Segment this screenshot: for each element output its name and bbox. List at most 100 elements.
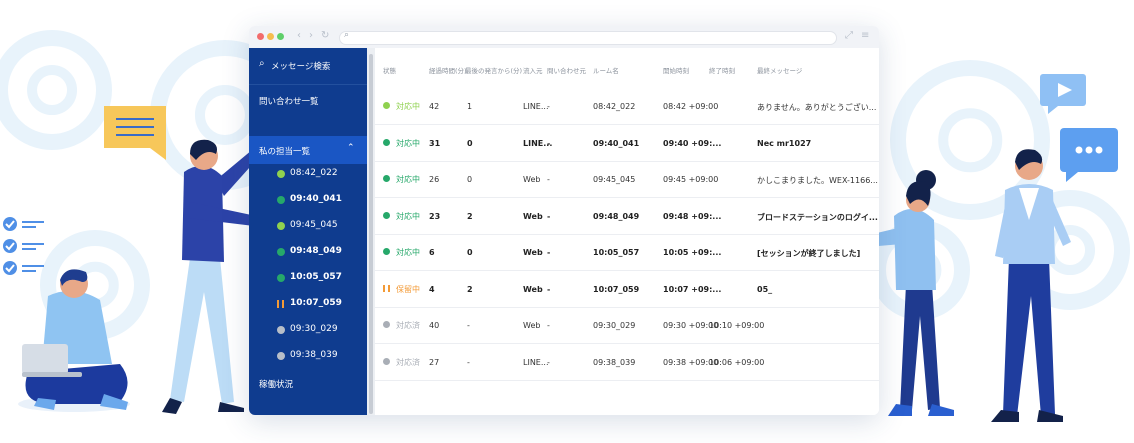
cell-since: - — [467, 321, 470, 330]
cell-start: 10:05 +09:... — [663, 248, 722, 257]
chat-bubble-icon — [1060, 128, 1118, 182]
sidebar-scrollbar[interactable] — [367, 48, 375, 415]
close-window-dot[interactable] — [257, 33, 264, 40]
status-dot-icon — [383, 211, 390, 219]
cell-message: ありません。ありがとうござい... — [757, 103, 877, 112]
person-standing-illustration — [162, 139, 266, 414]
cell-start: 09:38 +09:00 — [663, 357, 719, 367]
sidebar-item-room[interactable]: 09:38_039 — [249, 343, 367, 369]
column-header[interactable]: 最終メッセージ — [757, 67, 803, 75]
table-row[interactable]: 対応済 27- LINE... -09:38_039 09:38 +09:00 10:06… — [375, 344, 879, 381]
column-header[interactable]: 最後の発言から(分) — [465, 67, 523, 75]
check-circle-icon — [383, 321, 390, 328]
fullscreen-icon[interactable]: ⤢ — [845, 30, 853, 41]
sidebar-item-message-search[interactable]: ⌕ メッセージ検索 — [249, 58, 367, 78]
cell-start: 09:40 +09:... — [663, 138, 722, 148]
table-row[interactable]: 対応中 31 0 LINE... - 09:40_041 09:40 +09:... Nec … — [375, 125, 879, 162]
sidebar-item-label: メッセージ検索 — [271, 62, 331, 72]
cell-start: 09:48 +09:... — [663, 211, 722, 221]
cell-end: 10:06 +09:00 — [709, 357, 765, 367]
cell-source: LINE... — [523, 102, 549, 111]
cell-source: Web — [523, 175, 541, 184]
cell-message: Nec mr1027 — [757, 138, 812, 148]
cell-start: 09:30 +09:00 — [663, 321, 719, 330]
cell-since: - — [467, 357, 470, 367]
column-header[interactable]: 問い合わせ元 — [547, 67, 586, 75]
checklist-icon — [3, 217, 44, 275]
cell-elapsed: 42 — [429, 102, 440, 111]
sidebar-item-room[interactable]: 09:45_045 — [249, 213, 367, 239]
column-header[interactable]: 状態 — [383, 67, 396, 75]
table-row[interactable]: 対応中 6 0 Web - 10:05_057 10:05 +09:... [セッションが終了… — [375, 234, 879, 271]
reload-icon[interactable]: ↻ — [321, 30, 330, 41]
cell-source: Web — [523, 248, 543, 257]
status-label: 対応中 — [396, 211, 420, 221]
table-row[interactable]: 対応中 23 2 Web - 09:48_049 09:48 +09:... ブロードステーシ… — [375, 198, 879, 235]
status-dot-icon — [277, 222, 285, 230]
cell-since: 1 — [467, 102, 473, 111]
cell-elapsed: 27 — [429, 357, 440, 367]
sidebar-item-room[interactable]: 10:05_057 — [249, 265, 367, 291]
sidebar-item-room[interactable]: 09:48_049 — [249, 239, 367, 265]
forward-arrow-icon[interactable]: › — [309, 30, 313, 41]
cell-start: 09:45 +09:00 — [663, 175, 719, 184]
status-label: 対応中 — [396, 248, 420, 257]
cell-elapsed: 31 — [429, 138, 441, 148]
status-label: 対応済 — [396, 357, 420, 367]
column-header[interactable]: 流入元 — [523, 67, 543, 75]
sidebar-item-room[interactable]: 09:30_029 — [249, 317, 367, 343]
column-header[interactable]: ルーム名 — [593, 67, 619, 75]
sidebar-item-label: 私の担当一覧 — [259, 147, 311, 157]
sidebar-item-room[interactable]: 08:42_022 — [249, 161, 367, 187]
minimize-window-dot[interactable] — [267, 33, 274, 40]
cell-origin: - — [547, 357, 550, 367]
sidebar-item-label: 問い合わせ一覧 — [259, 97, 319, 107]
status-label: 対応済 — [396, 321, 420, 330]
scrollbar-thumb[interactable] — [369, 54, 373, 414]
sidebar-item-room[interactable]: 10:07_059 — [249, 291, 367, 317]
cell-room: 08:42_022 — [593, 102, 636, 111]
sidebar-item-room[interactable]: 09:40_041 — [249, 187, 367, 213]
chevron-up-icon[interactable]: ⌃ — [347, 143, 355, 153]
cell-origin: - — [547, 321, 550, 330]
room-label: 09:30_029 — [290, 324, 338, 334]
cell-start: 10:07 +09:... — [663, 284, 722, 294]
column-header[interactable]: 終了時刻 — [709, 67, 735, 75]
cell-since: 0 — [467, 248, 473, 257]
note-bubble-icon — [104, 106, 166, 160]
table-row[interactable]: 対応中 42 1 LINE... - 08:42_022 08:42 +09:00 ありません… — [375, 88, 879, 125]
browser-titlebar: ‹ › ↻ ⌕ ⤢ ≡ — [249, 26, 879, 49]
address-bar[interactable]: ⌕ — [339, 30, 837, 45]
cell-elapsed: 23 — [429, 211, 441, 221]
menu-icon[interactable]: ≡ — [861, 30, 870, 41]
status-dot-icon — [383, 248, 390, 255]
cell-origin: - — [547, 175, 550, 184]
cell-room: 09:38_039 — [593, 357, 636, 367]
room-label: 09:48_049 — [290, 246, 342, 256]
sidebar-item-inquiry-list[interactable]: 問い合わせ一覧 — [249, 84, 367, 115]
back-arrow-icon[interactable]: ‹ — [297, 30, 301, 41]
room-label: 09:38_039 — [290, 350, 338, 360]
cell-origin: - — [547, 138, 551, 148]
sidebar-item-operation-status[interactable]: 稼働状況 — [249, 372, 367, 396]
gear-icon — [0, 30, 112, 150]
pause-icon — [277, 300, 284, 308]
status-dot-icon — [383, 138, 390, 146]
maximize-window-dot[interactable] — [277, 33, 284, 40]
person-laptop-illustration — [18, 269, 130, 412]
sidebar-item-my-list[interactable]: 私の担当一覧 ⌃ — [249, 136, 367, 164]
search-icon: ⌕ — [344, 30, 350, 40]
column-header[interactable]: 経過時間(分) — [429, 67, 467, 75]
cell-source: LINE... — [523, 138, 553, 148]
cell-origin: - — [547, 284, 551, 294]
status-label: 対応中 — [396, 102, 420, 111]
room-label: 09:45_045 — [290, 220, 338, 230]
man-standing-illustration — [991, 149, 1071, 422]
table-row[interactable]: 保留中 4 2 Web - 10:07_059 10:07 +09:... 05_ — [375, 271, 879, 308]
cell-message: 05_ — [757, 284, 773, 294]
cell-source: Web — [523, 321, 541, 330]
cell-room: 10:07_059 — [593, 284, 640, 294]
table-row[interactable]: 対応済 40- Web -09:30_029 09:30 +09:00 10:10 +09… — [375, 307, 879, 344]
table-row[interactable]: 対応中 26 0 Web - 09:45_045 09:45 +09:00 かしこまりました。… — [375, 161, 879, 198]
column-header[interactable]: 開始時刻 — [663, 67, 689, 75]
